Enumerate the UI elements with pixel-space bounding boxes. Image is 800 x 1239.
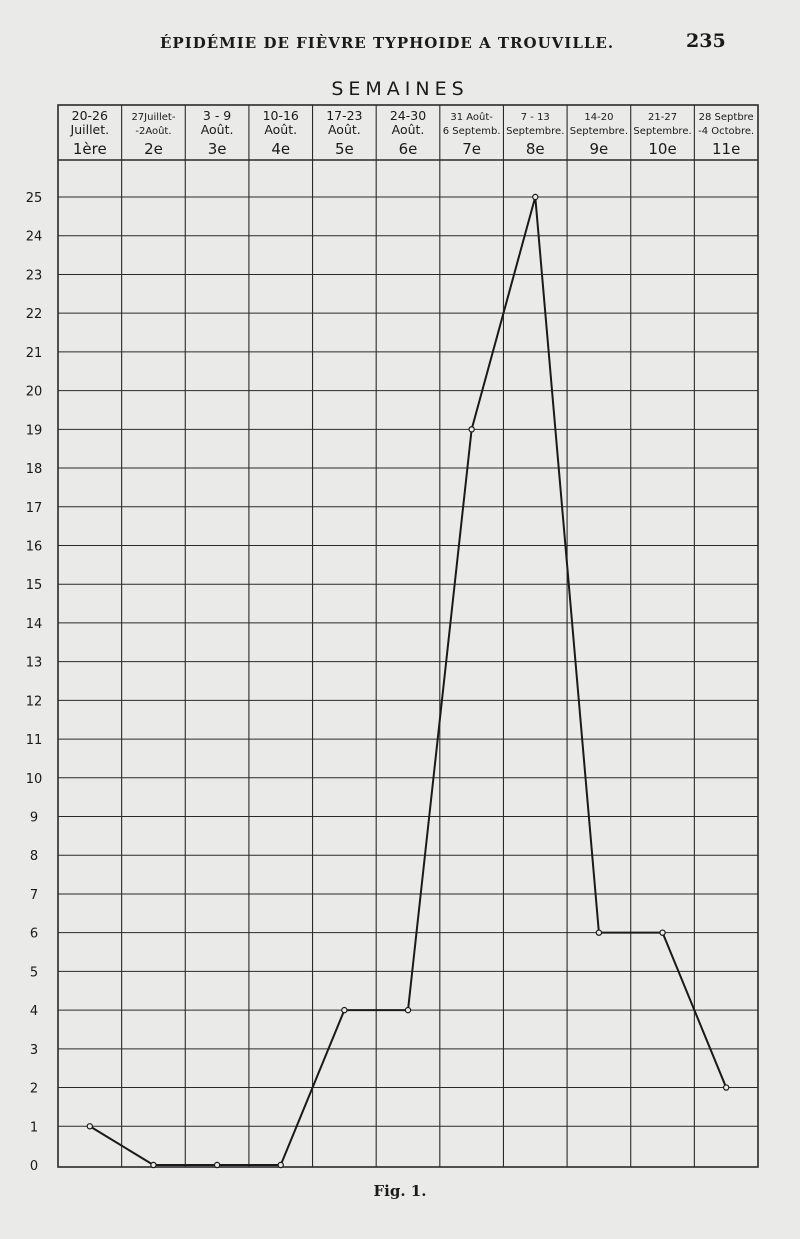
week-label: 11e (712, 140, 740, 158)
data-point (341, 1006, 348, 1014)
y-tick-label: 1 (30, 1120, 38, 1135)
chart-frame (57, 104, 759, 1168)
figure-caption: Fig. 1. (373, 1182, 427, 1200)
y-tick-label: 2 (30, 1082, 38, 1097)
y-tick-label: 14 (26, 617, 43, 632)
y-tick-label: 10 (26, 772, 43, 787)
data-point (659, 929, 666, 936)
week-label: 2e (144, 140, 163, 158)
category-date-label: 14-20 (584, 112, 613, 123)
data-point (213, 1161, 221, 1169)
category-date-label: Septembre. (570, 126, 628, 137)
category-date-label: 7 - 13 (521, 112, 550, 123)
data-point (277, 1161, 284, 1169)
y-tick-label: 15 (26, 578, 43, 593)
category-date-label: Septembre. (506, 126, 564, 137)
y-tick-label: 23 (26, 268, 43, 283)
y-tick-label: 8 (30, 849, 38, 864)
y-tick-label: 6 (30, 927, 38, 942)
week-label: 5e (335, 140, 354, 158)
chart-title: SEMAINES (331, 78, 469, 100)
week-label: 6e (399, 140, 418, 158)
category-date-label: 10-16 (263, 108, 299, 123)
y-tick-label: 12 (26, 694, 43, 709)
category-date-label: 21-27 (648, 112, 677, 123)
week-label: 7e (462, 140, 481, 158)
data-point (468, 426, 475, 433)
y-tick-label: 9 (30, 811, 38, 826)
category-date-label: 28 Septbre (699, 112, 754, 123)
data-point (532, 193, 539, 201)
y-tick-label: 19 (26, 423, 43, 438)
y-tick-label: 16 (26, 539, 43, 554)
y-tick-label: 20 (26, 385, 43, 400)
category-date-label: Août. (392, 122, 425, 137)
y-tick-label: 3 (30, 1043, 38, 1058)
category-date-label: 27Juillet- (131, 112, 175, 123)
category-date-label: 31 Août- (450, 111, 493, 123)
week-label: 9e (590, 140, 609, 158)
y-tick-label: 24 (26, 230, 43, 245)
y-tick-label: 4 (30, 1004, 38, 1019)
week-label: 10e (648, 140, 676, 158)
y-tick-label: 7 (30, 888, 38, 903)
y-tick-label: 21 (26, 346, 43, 361)
week-label: 8e (526, 140, 545, 158)
data-point (595, 929, 603, 936)
y-tick-label: 13 (26, 656, 43, 671)
data-point (722, 1084, 730, 1091)
category-date-label: Juillet. (70, 122, 110, 137)
y-tick-label: 18 (26, 462, 43, 477)
y-tick-label: 22 (26, 307, 43, 322)
data-point (86, 1123, 94, 1130)
running-head: ÉPIDÉMIE DE FIÈVRE TYPHOIDE A TROUVILLE. (160, 34, 615, 52)
week-label: 4e (271, 140, 290, 158)
y-tick-label: 0 (30, 1159, 38, 1174)
page-number: 235 (686, 30, 726, 52)
category-date-label: -2Août. (135, 125, 171, 137)
category-date-label: 17-23 (326, 108, 362, 123)
category-date-label: Août. (264, 122, 297, 137)
y-tick-label: 11 (26, 733, 43, 748)
y-tick-label: 17 (26, 501, 43, 516)
data-point (404, 1006, 412, 1014)
week-label: 1ère (73, 140, 107, 158)
data-point (150, 1161, 157, 1169)
week-label: 3e (208, 140, 227, 158)
category-date-label: 20-26 (72, 108, 108, 123)
y-tick-label: 25 (26, 191, 43, 206)
category-date-label: 24-30 (390, 108, 426, 123)
category-date-label: -4 Octobre. (698, 126, 754, 137)
category-date-label: 3 - 9 (203, 108, 231, 123)
y-tick-label: 5 (30, 965, 38, 980)
category-date-label: Septembre. (633, 126, 691, 137)
category-date-label: 6 Septemb. (443, 126, 501, 137)
category-date-label: Août. (328, 122, 361, 137)
category-date-label: Août. (201, 122, 234, 137)
